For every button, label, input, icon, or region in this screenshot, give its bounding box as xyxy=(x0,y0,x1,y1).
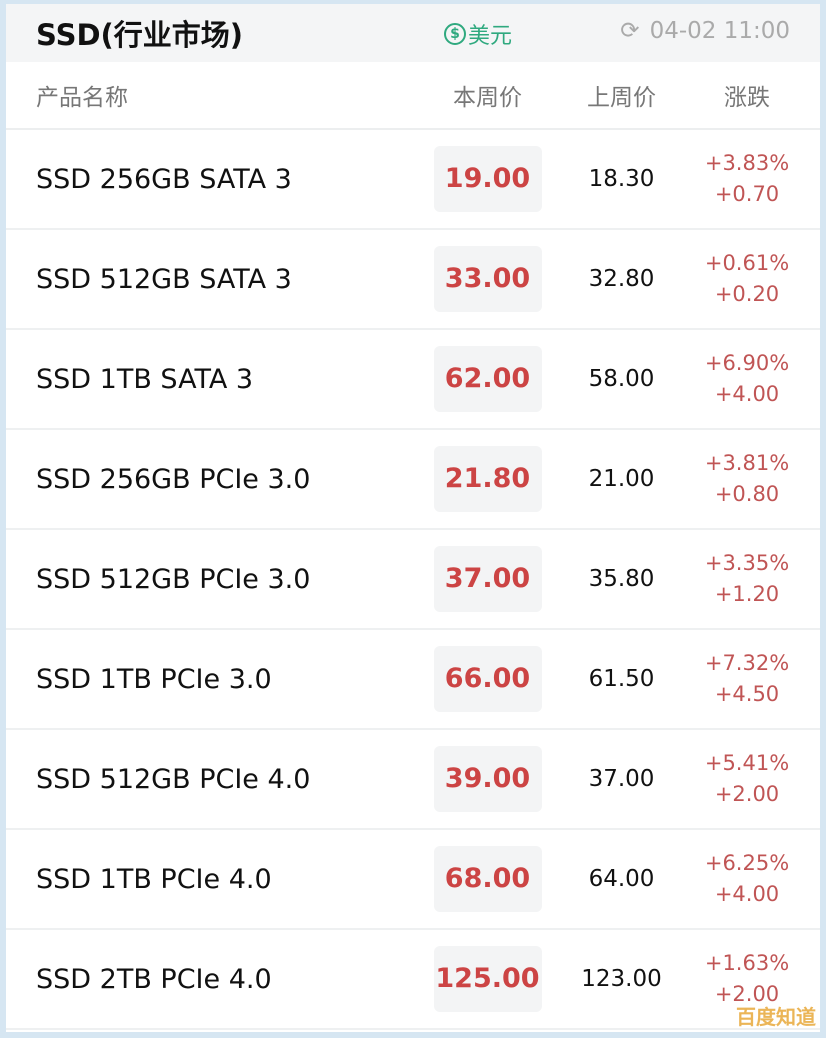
product-name: SSD 256GB PCIe 3.0 xyxy=(36,463,311,495)
table-body: SSD 256GB SATA 3 19.00 18.30 +3.83% +0.70… xyxy=(6,130,820,1030)
col-change: 涨跌 xyxy=(724,85,770,111)
update-time[interactable]: ⟳ 04-02 11:00 xyxy=(620,18,790,44)
product-name: SSD 256GB SATA 3 xyxy=(36,163,292,195)
previous-price: 32.80 xyxy=(588,266,655,292)
header-bar: SSD(行业市场) $ 美元 ⟳ 04-02 11:00 xyxy=(6,4,820,62)
current-price: 68.00 xyxy=(433,846,542,912)
change-amount: +4.00 xyxy=(714,882,780,906)
change-percent: +3.81% xyxy=(704,451,790,475)
product-name: SSD 512GB PCIe 3.0 xyxy=(36,563,311,595)
dollar-circle-icon: $ xyxy=(444,23,466,45)
price-change: +6.90% +4.00 xyxy=(674,348,820,410)
change-amount: +0.70 xyxy=(714,182,780,206)
previous-price: 37.00 xyxy=(588,766,655,792)
table-row[interactable]: SSD 512GB SATA 3 33.00 32.80 +0.61% +0.20 xyxy=(6,230,820,330)
price-change: +3.35% +1.20 xyxy=(674,548,820,610)
previous-price: 64.00 xyxy=(588,866,655,892)
currency-label: 美元 xyxy=(468,24,513,49)
table-row[interactable]: SSD 2TB PCIe 4.0 125.00 123.00 +1.63% +2.… xyxy=(6,930,820,1030)
refresh-icon[interactable]: ⟳ xyxy=(620,18,640,44)
change-percent: +6.90% xyxy=(704,351,790,375)
current-price: 19.00 xyxy=(433,146,542,212)
change-percent: +6.25% xyxy=(704,851,790,875)
current-price: 66.00 xyxy=(433,646,542,712)
change-percent: +1.63% xyxy=(704,951,790,975)
table-row[interactable]: SSD 256GB SATA 3 19.00 18.30 +3.83% +0.70 xyxy=(6,130,820,230)
price-change: +0.61% +0.20 xyxy=(674,248,820,310)
table-header: 产品名称 本周价 上周价 涨跌 xyxy=(6,62,820,130)
watermark-logo: 百度知道 xyxy=(736,1005,816,1029)
previous-price: 61.50 xyxy=(588,666,655,692)
col-previous: 上周价 xyxy=(587,85,656,111)
change-amount: +2.00 xyxy=(714,782,780,806)
current-price: 125.00 xyxy=(433,946,542,1012)
table-row[interactable]: SSD 1TB SATA 3 62.00 58.00 +6.90% +4.00 xyxy=(6,330,820,430)
timestamp: 04-02 11:00 xyxy=(649,18,790,44)
previous-price: 123.00 xyxy=(581,966,662,992)
product-name: SSD 1TB PCIe 3.0 xyxy=(36,663,272,695)
product-name: SSD 512GB SATA 3 xyxy=(36,263,292,295)
previous-price: 21.00 xyxy=(588,466,655,492)
price-card: SSD(行业市场) $ 美元 ⟳ 04-02 11:00 产品名称 本周价 上周… xyxy=(6,4,820,1032)
change-percent: +0.61% xyxy=(704,251,790,275)
change-amount: +4.50 xyxy=(714,682,780,706)
product-name: SSD 512GB PCIe 4.0 xyxy=(36,763,311,795)
table-row[interactable]: SSD 1TB PCIe 4.0 68.00 64.00 +6.25% +4.00 xyxy=(6,830,820,930)
product-name: SSD 1TB SATA 3 xyxy=(36,363,254,395)
price-change: +3.83% +0.70 xyxy=(674,148,820,210)
current-price: 39.00 xyxy=(433,746,542,812)
col-name: 产品名称 xyxy=(36,85,128,111)
product-name: SSD 1TB PCIe 4.0 xyxy=(36,863,272,895)
change-amount: +0.20 xyxy=(714,282,780,306)
product-name: SSD 2TB PCIe 4.0 xyxy=(36,963,272,995)
col-current: 本周价 xyxy=(453,85,522,111)
price-change: +7.32% +4.50 xyxy=(674,648,820,710)
change-percent: +5.41% xyxy=(704,751,790,775)
current-price: 33.00 xyxy=(433,246,542,312)
price-change: +1.63% +2.00 xyxy=(674,948,820,1010)
change-amount: +4.00 xyxy=(714,382,780,406)
previous-price: 58.00 xyxy=(588,366,655,392)
page-title: SSD(行业市场) xyxy=(36,18,244,52)
table-row[interactable]: SSD 512GB PCIe 4.0 39.00 37.00 +5.41% +2.… xyxy=(6,730,820,830)
table-row[interactable]: SSD 1TB PCIe 3.0 66.00 61.50 +7.32% +4.50 xyxy=(6,630,820,730)
currency-toggle[interactable]: $ 美元 xyxy=(444,18,512,50)
price-change: +6.25% +4.00 xyxy=(674,848,820,910)
previous-price: 35.80 xyxy=(588,566,655,592)
change-percent: +3.83% xyxy=(704,151,790,175)
current-price: 62.00 xyxy=(433,346,542,412)
current-price: 21.80 xyxy=(433,446,542,512)
change-amount: +2.00 xyxy=(714,982,780,1006)
change-amount: +0.80 xyxy=(714,482,780,506)
price-change: +5.41% +2.00 xyxy=(674,748,820,810)
price-change: +3.81% +0.80 xyxy=(674,448,820,510)
change-percent: +3.35% xyxy=(704,551,790,575)
change-percent: +7.32% xyxy=(704,651,790,675)
table-row[interactable]: SSD 256GB PCIe 3.0 21.80 21.00 +3.81% +0.… xyxy=(6,430,820,530)
change-amount: +1.20 xyxy=(714,582,780,606)
table-row[interactable]: SSD 512GB PCIe 3.0 37.00 35.80 +3.35% +1.… xyxy=(6,530,820,630)
previous-price: 18.30 xyxy=(588,166,655,192)
current-price: 37.00 xyxy=(433,546,542,612)
